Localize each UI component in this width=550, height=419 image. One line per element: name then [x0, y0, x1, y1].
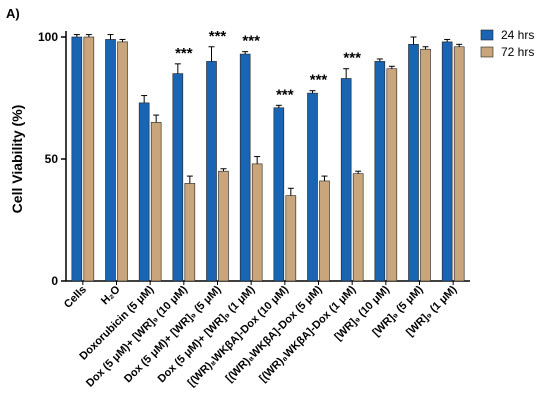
bar-series1	[71, 36, 83, 282]
bar-series2	[319, 180, 330, 282]
bar-series2	[218, 170, 229, 282]
bar-series2	[83, 36, 95, 282]
bar-series2	[386, 68, 398, 282]
legend-label: 72 hrs	[501, 45, 534, 59]
bar-series2	[117, 41, 128, 282]
y-tick-label: 100	[38, 30, 58, 44]
bar-series2	[352, 173, 364, 282]
significance-label: ***	[310, 72, 328, 89]
bar-series1	[206, 61, 217, 282]
bar-series1	[374, 61, 386, 282]
bar-series1	[307, 92, 318, 282]
significance-label: ***	[276, 86, 294, 103]
significance-label: ***	[209, 28, 227, 45]
y-tick-label: 50	[45, 152, 59, 166]
bar-series1	[340, 78, 352, 282]
bar-series1	[441, 41, 453, 282]
significance-label: ***	[175, 45, 193, 62]
legend-swatch	[480, 46, 494, 58]
bar-series2	[285, 195, 297, 282]
bar-series1	[239, 53, 251, 282]
x-tick-label: Cells	[62, 284, 89, 311]
significance-label: ***	[343, 50, 361, 67]
bar-series1	[138, 102, 150, 282]
bar-series1	[408, 44, 419, 282]
y-tick-label: 0	[51, 274, 58, 288]
bar-series2	[420, 48, 431, 282]
panel-label: A)	[6, 6, 20, 21]
bar-series2	[150, 122, 162, 282]
bar-series1	[273, 107, 285, 282]
bar-series2	[251, 163, 263, 282]
bar-series2	[184, 183, 196, 282]
legend-swatch	[480, 29, 494, 41]
bar-series2	[453, 46, 465, 282]
x-tick-label: H₂O	[99, 283, 123, 307]
legend-label: 24 hrs	[501, 28, 534, 42]
bar-series1	[105, 39, 116, 282]
bar-series1	[172, 73, 184, 282]
significance-label: ***	[242, 33, 260, 50]
y-axis-label: Cell Viability (%)	[9, 105, 25, 214]
